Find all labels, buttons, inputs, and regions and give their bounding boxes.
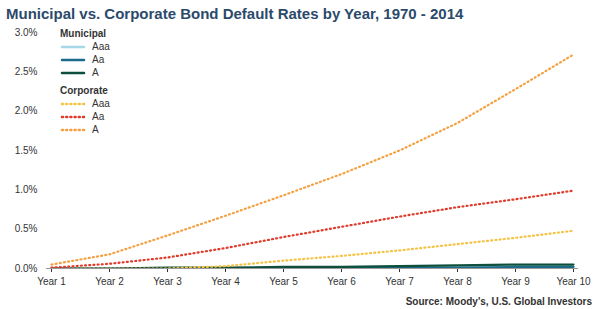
html-text:Source: Moody's, U.S. Global I: Source: Moody's, U.S. Global Investors <box>405 296 592 307</box>
svg-text:Year 3: Year 3 <box>153 276 182 287</box>
html-text:Aa: Aa <box>92 111 105 122</box>
html-text:Municipal: Municipal <box>60 28 107 39</box>
svg-text:Year 7: Year 7 <box>385 276 414 287</box>
svg-text:Year 1: Year 1 <box>37 276 66 287</box>
html-text:Municipal vs. Corporate Bond D: Municipal vs. Corporate Bond Default Rat… <box>6 5 464 22</box>
html-text:Aaa: Aaa <box>92 41 110 52</box>
svg-text:Year 4: Year 4 <box>211 276 240 287</box>
html-text:A: A <box>92 67 99 78</box>
html-text:Corporate: Corporate <box>60 85 108 96</box>
svg-text:Year 5: Year 5 <box>269 276 298 287</box>
svg-text:Year 8: Year 8 <box>443 276 472 287</box>
svg-text:3.0%: 3.0% <box>15 27 38 38</box>
svg-text:0.5%: 0.5% <box>15 223 38 234</box>
svg-text:1.5%: 1.5% <box>15 145 38 156</box>
html-text:Aaa: Aaa <box>92 98 110 109</box>
svg-text:Year 2: Year 2 <box>95 276 124 287</box>
svg-text:2.5%: 2.5% <box>15 66 38 77</box>
svg-text:Year 9: Year 9 <box>501 276 530 287</box>
html-text:A: A <box>92 124 99 135</box>
svg-text:0.0%: 0.0% <box>15 263 38 274</box>
svg-text:Year 10: Year 10 <box>556 276 591 287</box>
svg-text:2.0%: 2.0% <box>15 105 38 116</box>
svg-text:1.0%: 1.0% <box>15 184 38 195</box>
svg-text:Year 6: Year 6 <box>327 276 356 287</box>
html-text:Aa: Aa <box>92 54 105 65</box>
